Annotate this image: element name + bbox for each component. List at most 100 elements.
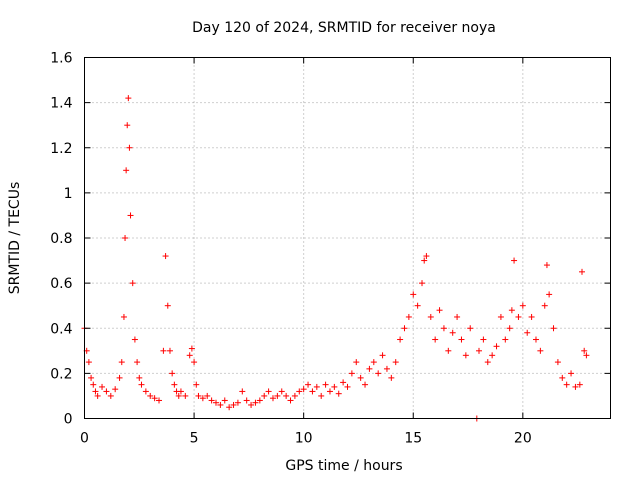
- data-point: [493, 343, 500, 350]
- data-point: [85, 359, 92, 366]
- data-point: [445, 347, 452, 354]
- data-point: [348, 370, 355, 377]
- data-point: [169, 370, 176, 377]
- data-point: [204, 392, 211, 399]
- data-point: [116, 374, 123, 381]
- data-point: [296, 388, 303, 395]
- data-point: [502, 336, 509, 343]
- data-point: [476, 347, 482, 354]
- y-tick-label: 0.8: [50, 231, 72, 247]
- data-point: [541, 302, 548, 309]
- data-point: [318, 392, 325, 399]
- data-point: [124, 122, 131, 129]
- x-axis-label: GPS time / hours: [285, 458, 402, 474]
- data-point: [454, 313, 461, 320]
- x-tick-label: 5: [190, 431, 199, 447]
- data-point: [226, 404, 233, 411]
- data-point: [366, 365, 373, 372]
- data-point: [432, 336, 439, 343]
- data-point: [136, 374, 143, 381]
- data-point: [213, 399, 219, 406]
- data-point: [440, 325, 447, 332]
- data-point: [171, 381, 178, 388]
- data-point: [397, 336, 404, 343]
- data-point: [497, 313, 504, 320]
- data-point: [419, 280, 426, 287]
- axis-ticks: 0 0.2 0.4 0.6 0.8 1 1.2 1.4 1.6 0 5 10 15 20: [50, 51, 611, 447]
- x-tick-label: 20: [514, 431, 532, 447]
- data-point: [283, 392, 290, 399]
- data-point: [120, 313, 127, 320]
- data-point: [313, 383, 320, 390]
- data-point: [147, 392, 154, 399]
- data-point: [125, 95, 132, 102]
- data-point: [305, 381, 312, 388]
- data-point: [568, 370, 575, 377]
- data-point: [151, 395, 158, 402]
- data-point: [156, 397, 163, 404]
- data-point: [134, 359, 141, 366]
- data-point: [160, 347, 167, 354]
- y-axis-label: SRMTID / TECUs: [7, 182, 23, 295]
- data-point: [177, 388, 184, 395]
- y-tick-label: 1.6: [50, 51, 72, 67]
- y-tick-label: 0.2: [50, 366, 72, 382]
- data-point: [199, 395, 206, 402]
- data-point: [357, 374, 364, 381]
- data-point: [195, 392, 202, 399]
- data-point: [546, 291, 553, 298]
- x-tick-label: 0: [80, 431, 89, 447]
- data-point: [528, 313, 535, 320]
- data-point: [579, 268, 586, 275]
- data-point: [234, 399, 241, 406]
- data-point: [344, 383, 351, 390]
- data-point: [193, 381, 200, 388]
- data-point: [583, 352, 590, 359]
- data-point: [405, 313, 412, 320]
- data-point: [112, 386, 119, 393]
- data-point: [248, 401, 255, 408]
- data-point: [375, 370, 382, 377]
- data-point: [563, 381, 570, 388]
- data-point: [353, 359, 360, 366]
- data-point: [537, 347, 544, 354]
- y-tick-label: 1.4: [50, 96, 72, 112]
- data-point: [269, 395, 276, 402]
- data-point: [532, 336, 539, 343]
- data-point: [261, 392, 268, 399]
- data-point: [265, 388, 272, 395]
- data-point: [191, 359, 198, 366]
- data-point: [252, 399, 259, 406]
- data-point: [166, 347, 173, 354]
- data-point: [239, 388, 246, 395]
- data-point: [94, 392, 101, 399]
- data-point: [126, 144, 133, 151]
- data-point: [122, 235, 129, 241]
- data-point: [559, 374, 566, 381]
- data-point: [107, 392, 114, 399]
- y-tick-label: 1: [64, 186, 73, 202]
- data-point: [123, 167, 130, 174]
- data-point: [175, 392, 182, 399]
- data-point: [524, 329, 531, 336]
- data-point: [581, 347, 588, 354]
- data-point: [326, 388, 333, 395]
- data-point: [379, 352, 386, 359]
- data-point: [291, 392, 298, 399]
- data-point: [506, 325, 513, 332]
- data-point: [554, 359, 561, 366]
- data-point: [421, 257, 428, 264]
- data-point: [131, 336, 138, 343]
- data-point: [423, 253, 430, 260]
- data-point: [182, 392, 189, 399]
- data-point: [572, 383, 579, 390]
- x-tick-label: 10: [295, 431, 313, 447]
- data-point: [90, 381, 97, 388]
- data-point: [401, 325, 408, 332]
- data-point: [278, 388, 285, 395]
- data-point: [458, 336, 465, 343]
- data-point: [543, 262, 550, 269]
- data-marks: [81, 95, 590, 422]
- data-point: [99, 383, 106, 390]
